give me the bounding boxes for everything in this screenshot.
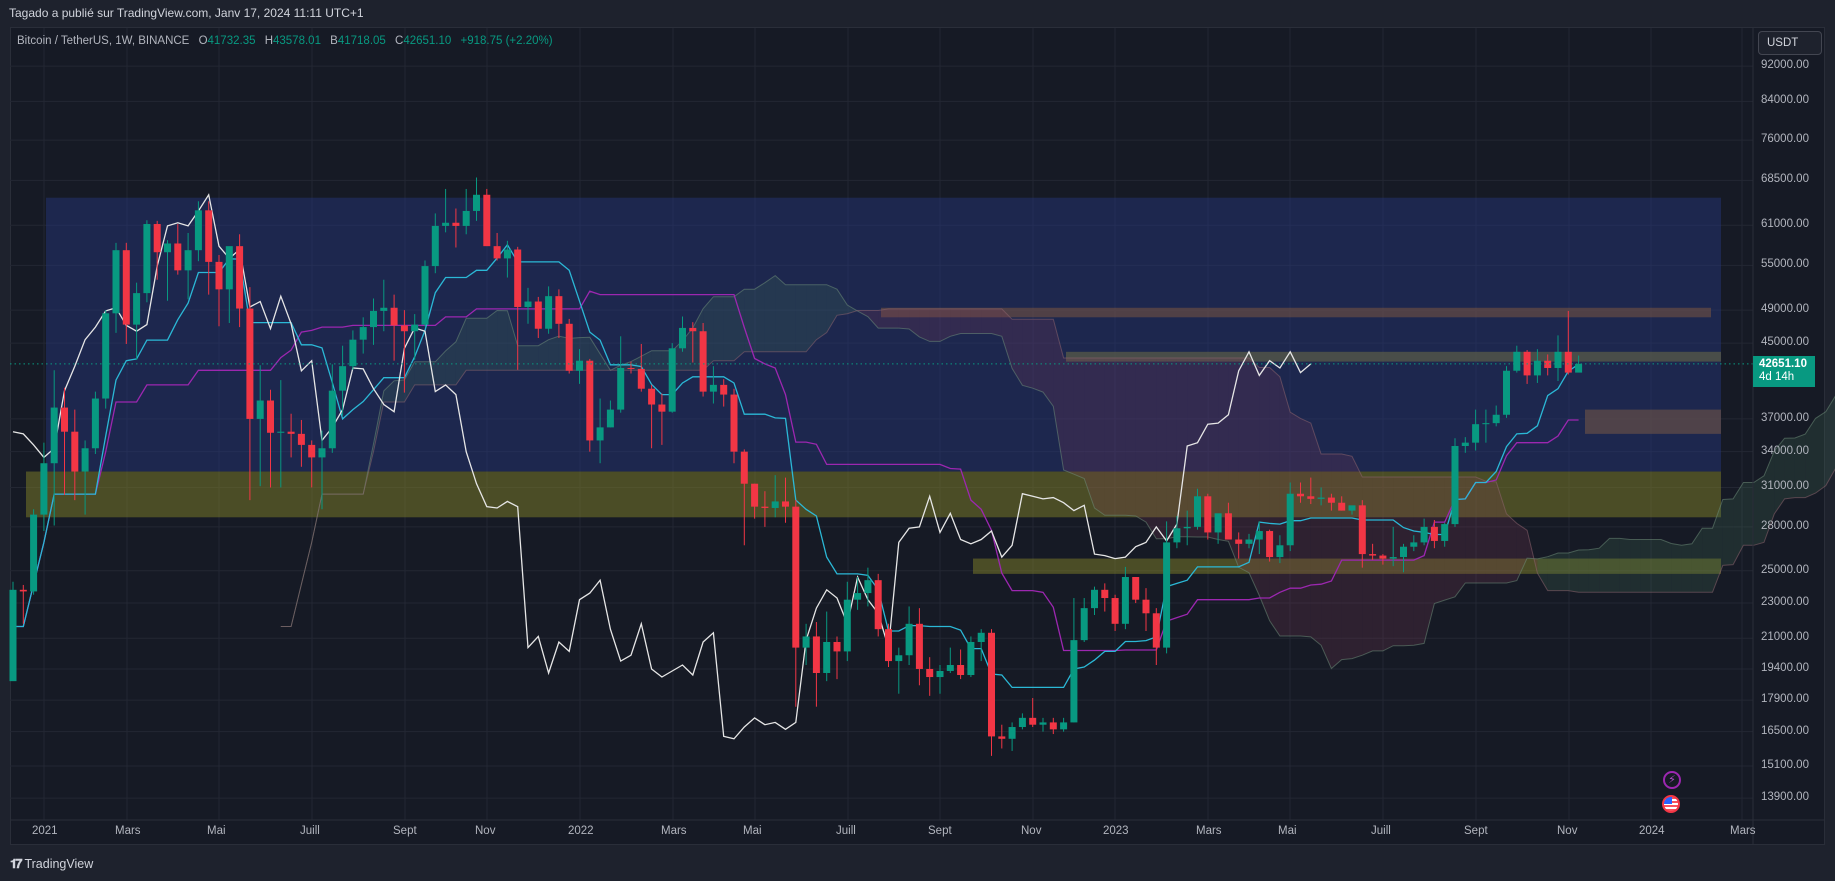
brown-support-zone [1585, 409, 1721, 434]
price-tick: 61000.00 [1761, 218, 1809, 231]
price-tick: 76000.00 [1761, 133, 1809, 146]
price-tick: 21000.00 [1761, 631, 1809, 644]
time-tick: 2021 [32, 825, 58, 837]
last-price-badge: 42651.10 4d 14h [1753, 356, 1815, 387]
time-tick: 2024 [1639, 825, 1665, 837]
time-tick: 2023 [1103, 825, 1129, 837]
currency-selector[interactable]: USDT [1758, 31, 1822, 55]
time-tick: Mars [1196, 825, 1222, 837]
time-tick: Juill [836, 825, 856, 837]
time-tick: Juill [1371, 825, 1391, 837]
price-tick: 31000.00 [1761, 480, 1809, 493]
high-label: H [264, 35, 273, 47]
price-tick: 16500.00 [1761, 724, 1809, 737]
price-tick: 23000.00 [1761, 596, 1809, 609]
time-tick: Mai [207, 825, 226, 837]
price-tick: 45000.00 [1761, 336, 1809, 349]
time-tick: Nov [1021, 825, 1042, 837]
tradingview-mark-icon: 𝟏𝟕 [10, 856, 23, 871]
ichimoku-cloud [280, 274, 1835, 670]
price-tick: 55000.00 [1761, 258, 1809, 271]
price-tick: 34000.00 [1761, 444, 1809, 457]
price-tick: 19400.00 [1761, 661, 1809, 674]
time-tick: Mars [1730, 825, 1756, 837]
symbol-title[interactable]: Bitcoin / TetherUS, 1W, BINANCE [17, 35, 190, 47]
symbol-legend: Bitcoin / TetherUS, 1W, BINANCE O41732.3… [17, 35, 553, 47]
yellow-support-zone [26, 471, 1721, 518]
time-tick: Sept [928, 825, 952, 837]
price-tick: 68500.00 [1761, 173, 1809, 186]
brand-name: TradingView [24, 857, 94, 871]
flash-event-icon[interactable]: ⚡ [1663, 771, 1681, 789]
time-tick: Mai [1278, 825, 1297, 837]
top-brown-line-zone [881, 307, 1711, 318]
price-tick: 13900.00 [1761, 791, 1809, 804]
low-label: B [330, 35, 338, 47]
time-tick: Mars [115, 825, 141, 837]
price-tick: 28000.00 [1761, 519, 1809, 532]
price-tick: 17900.00 [1761, 693, 1809, 706]
lower-yellow-zone [973, 558, 1721, 574]
time-tick: Juill [300, 825, 320, 837]
price-tick: 84000.00 [1761, 94, 1809, 107]
time-tick: Mai [743, 825, 762, 837]
time-tick: Mars [661, 825, 687, 837]
change-value: +918.75 (+2.20%) [460, 35, 553, 47]
price-tick: 15100.00 [1761, 759, 1809, 772]
price-tick: 49000.00 [1761, 303, 1809, 316]
us-flag-event-icon[interactable] [1662, 795, 1680, 813]
last-price-value: 42651.10 [1759, 358, 1807, 370]
time-tick: Sept [393, 825, 417, 837]
price-tick: 37000.00 [1761, 411, 1809, 424]
published-caption: Tagado a publié sur TradingView.com, Jan… [9, 6, 364, 20]
time-tick: Nov [1557, 825, 1578, 837]
high-value: 43578.01 [273, 35, 321, 47]
price-tick: 92000.00 [1761, 59, 1809, 72]
drawn-zones [26, 197, 1721, 574]
close-label: C [395, 35, 404, 47]
time-tick: Nov [475, 825, 496, 837]
tradingview-logo[interactable]: 𝟏𝟕 TradingView [10, 856, 93, 872]
open-label: O [198, 35, 208, 47]
open-value: 41732.35 [207, 35, 256, 47]
bar-countdown: 4d 14h [1759, 371, 1795, 383]
time-tick: 2022 [568, 825, 594, 837]
blue-range-box [46, 197, 1721, 472]
price-tick: 25000.00 [1761, 563, 1809, 576]
low-value: 41718.05 [337, 35, 386, 47]
close-value: 42651.10 [403, 35, 452, 47]
grey-yellow-resistance-zone [1066, 351, 1721, 362]
time-tick: Sept [1464, 825, 1488, 837]
